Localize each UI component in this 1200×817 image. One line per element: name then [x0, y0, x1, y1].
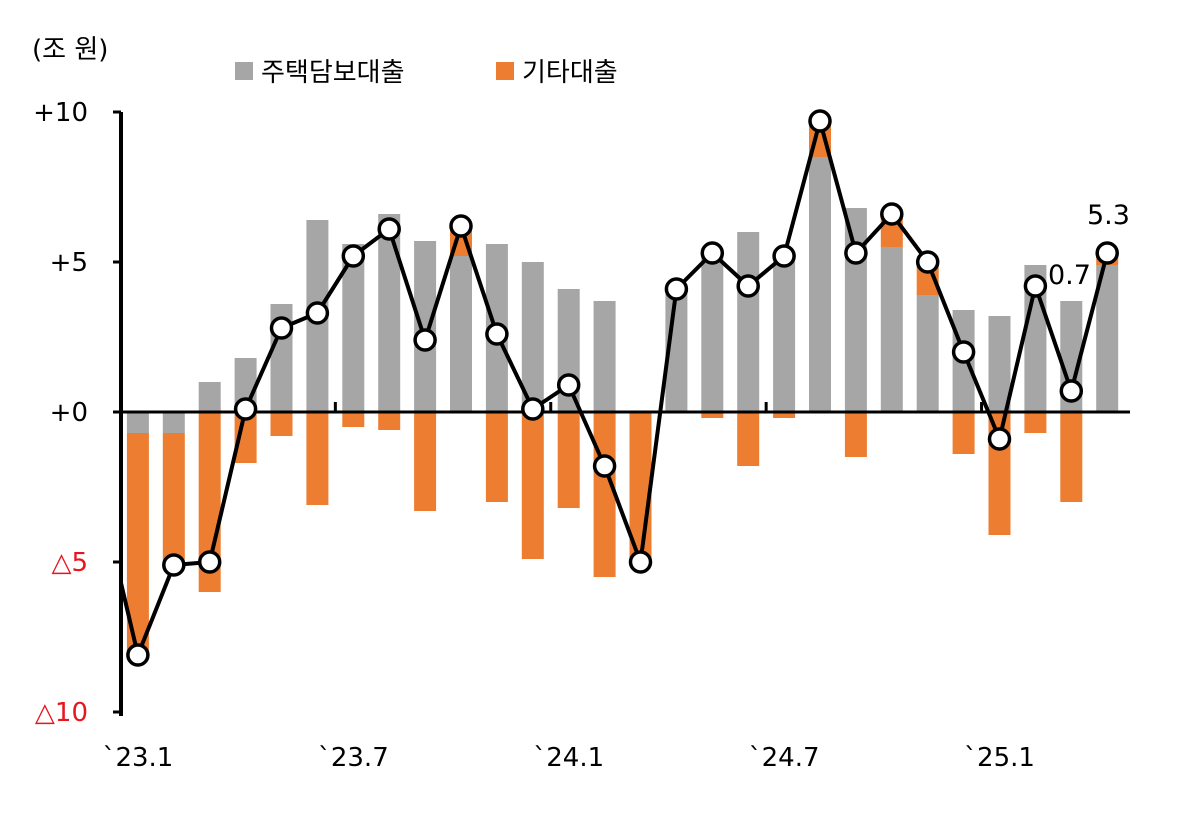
- total-point-2024-10: [844, 241, 868, 265]
- bar-other-2025-01: [952, 412, 975, 454]
- total-point-2023-02: [126, 643, 150, 667]
- bar-other-2023-12: [485, 412, 508, 502]
- total-point-2023-04: [197, 550, 222, 574]
- data-label-5-3: 5.3: [1087, 200, 1130, 231]
- bar-mortgage-2023-03: [162, 412, 185, 433]
- axes: [119, 112, 1130, 716]
- total-point-2024-02: [556, 373, 581, 397]
- bar-mortgage-2024-12: [916, 295, 939, 412]
- total-point-2024-05: [664, 277, 689, 301]
- x-tick-label: `25.1: [964, 743, 1035, 773]
- bar-mortgage-2024-08: [773, 253, 796, 412]
- bar-mortgage-2024-09: [809, 157, 831, 412]
- total-point-2024-11: [880, 202, 904, 226]
- bar-mortgage-2023-09: [378, 214, 401, 412]
- bar-other-2023-03: [162, 433, 185, 565]
- y-ticks: +10 +5 +0 △5 △10: [33, 98, 121, 728]
- total-line: [119, 109, 1119, 667]
- bar-mortgage-2024-01: [521, 262, 544, 412]
- total-point-2025-02: [987, 427, 1012, 451]
- total-point-2023-10: [413, 328, 437, 352]
- total-point-2023-08: [341, 244, 366, 268]
- bar-other-2024-01: [521, 412, 544, 559]
- total-point-2024-01: [521, 397, 545, 421]
- bar-mortgage-2024-10: [844, 208, 867, 412]
- total-point-2023-03: [162, 553, 186, 577]
- bar-mortgage-2023-04: [198, 382, 221, 412]
- bar-other-2024-07: [737, 412, 760, 466]
- total-point-2025-04: [1059, 379, 1084, 403]
- total-point-2025-05: [1095, 241, 1119, 265]
- total-point-2023-11: [449, 214, 473, 238]
- total-point-2023-07: [305, 301, 330, 325]
- bar-other-2023-08: [342, 412, 365, 427]
- x-tick-label: `24.7: [749, 743, 820, 773]
- bar-other-2023-07: [306, 412, 329, 505]
- y-tick-label: △10: [35, 698, 88, 728]
- bar-other-2024-02: [557, 412, 580, 508]
- bar-mortgage-2023-02: [126, 412, 149, 433]
- bar-other-2025-04: [1060, 412, 1083, 502]
- legend-swatch-mortgage: [235, 62, 253, 80]
- bar-mortgage-2024-03: [593, 301, 616, 412]
- total-point-2023-06: [269, 316, 294, 340]
- legend-swatch-other: [496, 62, 514, 80]
- data-label-0-7: 0.7: [1048, 260, 1091, 291]
- legend-label-mortgage: 주택담보대출: [261, 58, 405, 88]
- legend: 주택담보대출 기타대출: [235, 58, 618, 88]
- total-point-2024-07: [736, 274, 760, 298]
- total-point-2025-01: [951, 340, 976, 364]
- total-point-2023-09: [377, 217, 401, 241]
- bar-other-2025-03: [1024, 412, 1047, 433]
- bar-other-2024-08: [773, 412, 796, 418]
- total-line-path: [119, 119, 1110, 656]
- total-point-2024-06: [700, 241, 725, 265]
- bar-mortgage-2023-11: [450, 256, 472, 412]
- total-point-2025-03: [1023, 274, 1048, 298]
- total-point-2024-04: [628, 550, 653, 574]
- total-point-2024-03: [592, 454, 617, 478]
- bar-other-2023-02: [126, 433, 149, 655]
- x-tick-label: `24.1: [533, 743, 604, 773]
- bar-mortgage-2024-06: [701, 256, 724, 412]
- y-tick-label: +10: [33, 98, 88, 128]
- bar-mortgage-2024-11: [880, 247, 903, 412]
- total-point-2023-12: [485, 322, 509, 346]
- bars: [126, 118, 1119, 655]
- y-tick-label: +5: [50, 248, 88, 278]
- bar-other-2023-09: [378, 412, 401, 430]
- y-tick-label: +0: [50, 398, 88, 428]
- bar-mortgage-2025-05: [1096, 265, 1119, 412]
- bar-other-2023-06: [270, 412, 293, 436]
- total-point-2023-05: [233, 397, 258, 421]
- bar-mortgage-2023-10: [414, 241, 437, 412]
- x-tick-label: `23.1: [102, 743, 173, 773]
- legend-label-other: 기타대출: [522, 58, 618, 88]
- bar-other-2024-06: [701, 412, 724, 418]
- x-ticks: `23.1 `23.7 `24.1 `24.7 `25.1: [102, 402, 1035, 773]
- total-point-2024-09: [808, 109, 832, 133]
- bar-mortgage-2024-07: [737, 232, 760, 412]
- bar-other-2024-10: [844, 412, 867, 457]
- bar-mortgage-2025-02: [988, 316, 1011, 412]
- bar-other-2023-10: [414, 412, 437, 511]
- x-tick-label: `23.7: [318, 743, 389, 773]
- unit-label: (조 원): [32, 35, 108, 65]
- bar-mortgage-2023-08: [342, 244, 365, 412]
- total-point-2024-12: [915, 250, 940, 274]
- y-tick-label: △5: [51, 548, 88, 578]
- total-point-2024-08: [772, 244, 796, 268]
- bar-other-2024-03: [593, 412, 616, 577]
